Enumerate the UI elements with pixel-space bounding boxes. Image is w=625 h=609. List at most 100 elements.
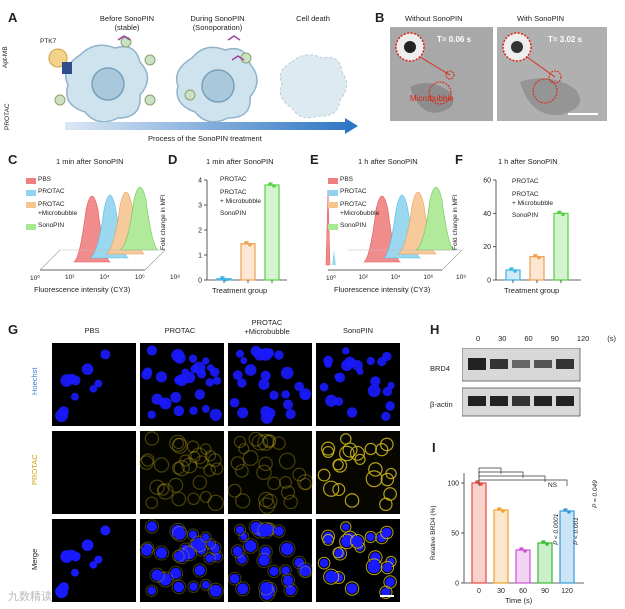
point-3 [541, 540, 545, 544]
protac-signal [279, 475, 293, 489]
nucleus [342, 347, 350, 355]
point-4 [567, 510, 571, 514]
f-legend-sonopin: SonoPIN [512, 212, 539, 219]
nucleus [189, 406, 198, 415]
protac-signal [262, 434, 276, 449]
point-0 [479, 482, 483, 486]
nucleus [188, 354, 198, 363]
nucleus [334, 373, 342, 381]
nucleus [237, 378, 247, 388]
y-tick-label: 40 [483, 211, 491, 218]
nucleus [260, 370, 271, 381]
bar-4 [559, 510, 575, 584]
nucleus [382, 386, 393, 397]
merge-signal [256, 552, 272, 568]
cell-before [65, 44, 149, 123]
merge-nucleus [274, 526, 284, 536]
merge-nucleus [319, 558, 329, 568]
bar-0 [216, 278, 232, 281]
protac-signal [144, 431, 160, 446]
merge-nucleus [205, 554, 214, 563]
merge-signal [171, 579, 187, 595]
e-legend-protac: PROTAC [340, 188, 367, 195]
merge-signal [380, 525, 394, 540]
merge-signal [297, 562, 314, 579]
merge-signal [168, 565, 184, 581]
protac-signal [272, 436, 286, 450]
protac-signal [299, 477, 312, 490]
merge-nucleus [283, 575, 294, 586]
merge-nucleus [367, 560, 381, 574]
process-arrow-label: Process of the SonoPIN treatment [148, 134, 262, 143]
merge-nucleus [244, 540, 257, 552]
nucleus [341, 359, 353, 372]
merge-signal [171, 526, 188, 542]
merge-nucleus [260, 581, 272, 594]
protac-signal [169, 434, 187, 452]
i-stat-p3: P = 0.049 [592, 480, 599, 508]
nucleus [70, 392, 79, 401]
nucleus [280, 366, 294, 380]
nucleus [173, 352, 186, 364]
protac-signal [172, 461, 185, 475]
panel-e-label: E [310, 152, 319, 167]
protac-signal [251, 434, 269, 451]
bar-1 [240, 243, 256, 281]
protac-signal [153, 457, 170, 473]
protac-signal [200, 443, 212, 455]
y-tick-label: 0 [487, 278, 491, 285]
without-sonopin-label: Without SonoPIN [405, 14, 463, 23]
protac-signal [258, 456, 273, 472]
stage-before-label: Before SonoPIN (stable) [99, 14, 155, 32]
bar-1 [493, 509, 509, 584]
bar-0 [505, 269, 521, 281]
point-2 [523, 549, 527, 553]
merge-nucleus [325, 570, 338, 583]
protac-signal [267, 476, 281, 491]
time-label-1: T= 0.06 s [437, 35, 472, 44]
merge-nucleus [382, 562, 393, 573]
watermark: 九数精读 [8, 591, 52, 603]
e-legend-protac-mb: PROTAC +Microbubble [340, 201, 380, 217]
nucleus [366, 356, 375, 366]
protac-signal [242, 450, 259, 466]
protac-signal [181, 457, 198, 474]
nucleus [324, 360, 333, 368]
protac-signal [235, 464, 249, 478]
nucleus [385, 401, 395, 411]
merge-nucleus [259, 523, 273, 537]
protac-signal [141, 453, 155, 467]
protac-signal [235, 493, 251, 509]
merge-nucleus [342, 523, 350, 531]
y-tick-label: 0 [198, 278, 202, 285]
g-col-sonopin: SonoPIN [342, 326, 374, 335]
g-col-protac: PROTAC [164, 326, 196, 335]
merge-signal [203, 552, 216, 565]
merge-nucleus [194, 565, 205, 576]
panel-c-label: C [8, 152, 18, 167]
protac-signal [149, 479, 165, 495]
point-3 [545, 542, 549, 546]
nucleus [382, 351, 392, 362]
stage-during-label: During SonoPIN (Sonoporation) [190, 14, 245, 32]
merge-nucleus [250, 521, 262, 533]
cell-during [175, 46, 258, 123]
protac-signal [145, 496, 159, 510]
panel-b-label: B [375, 10, 385, 25]
protac-signal [278, 452, 296, 470]
point-4 [563, 508, 567, 512]
protac-signal [368, 462, 383, 477]
merge-nucleus [141, 545, 152, 556]
ptk7-receptor-icon [62, 62, 72, 74]
western-blot [462, 348, 581, 417]
nucleus [283, 399, 294, 410]
protac-signal [233, 435, 247, 449]
nucleus [174, 375, 183, 385]
d-legend-protac: PROTAC [220, 176, 247, 183]
protac-signal [342, 442, 358, 458]
nucleus [269, 390, 279, 400]
nucleus [155, 371, 168, 383]
point-1 [244, 240, 248, 245]
protac-signal [380, 437, 394, 452]
merge-signal [350, 533, 365, 549]
